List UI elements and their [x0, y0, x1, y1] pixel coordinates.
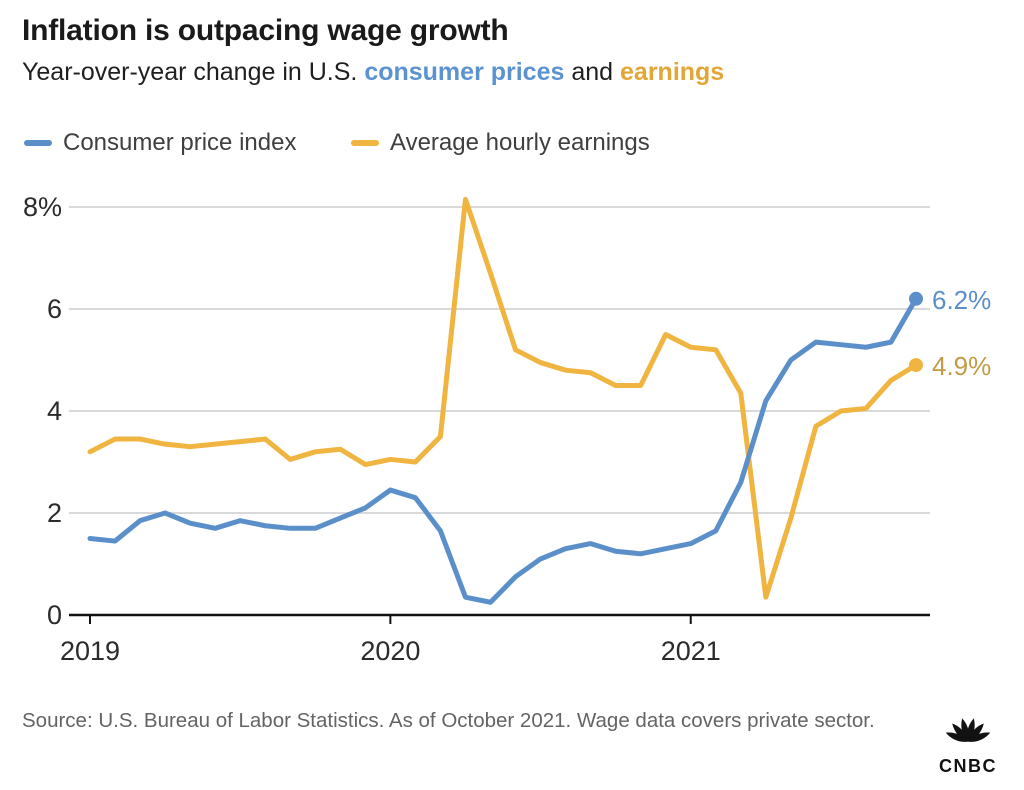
earnings-end-label: 4.9%: [932, 351, 991, 381]
x-axis-label: 2019: [60, 636, 120, 666]
legend-label-earnings: Average hourly earnings: [390, 129, 650, 156]
legend-label-cpi: Consumer price index: [63, 129, 297, 156]
cpi-line: [87, 296, 919, 605]
subtitle-prefix: Year-over-year change in U.S.: [22, 58, 365, 86]
subtitle-cpi-highlight: consumer prices: [364, 58, 565, 86]
y-axis-label: 0: [47, 600, 62, 630]
earnings-end-dot: [909, 358, 923, 373]
x-axis-label: 2020: [360, 636, 420, 666]
subtitle-earnings-highlight: earnings: [620, 58, 725, 86]
chart-title: Inflation is outpacing wage growth: [22, 14, 509, 47]
cpi-end-dot: [909, 291, 923, 306]
y-axis-label: 6: [47, 294, 62, 324]
cnbc-logo: CNBC: [932, 706, 1004, 777]
legend: Consumer price index Average hourly earn…: [0, 129, 1024, 157]
cpi-end-label: 6.2%: [932, 285, 991, 315]
earnings-line-swatch-icon: [351, 140, 379, 146]
legend-item-cpi: Consumer price index: [24, 129, 296, 157]
x-axis-label: 2021: [661, 636, 721, 666]
source-note: Source: U.S. Bureau of Labor Statistics.…: [22, 709, 875, 732]
y-axis-label: 4: [47, 396, 62, 426]
peacock-icon: [945, 718, 991, 742]
cpi-line-swatch-icon: [24, 140, 52, 146]
legend-item-earnings: Average hourly earnings: [351, 129, 650, 157]
earnings-line: [87, 196, 919, 600]
y-axis-label: 8%: [23, 192, 62, 222]
chart-subtitle: Year-over-year change in U.S. consumer p…: [22, 58, 724, 87]
cnbc-wordmark: CNBC: [939, 756, 997, 776]
subtitle-and: and: [564, 58, 621, 86]
y-axis-label: 2: [47, 498, 62, 528]
